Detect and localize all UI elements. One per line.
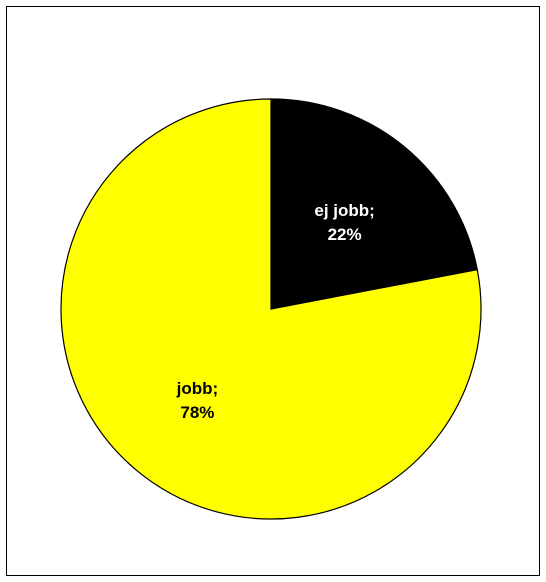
slice-label-jobb: jobb; 78% bbox=[176, 379, 219, 422]
slice-label-percent: 78% bbox=[180, 403, 214, 422]
pie-slice-ej-jobb bbox=[270, 98, 478, 310]
slice-label-name: jobb; bbox=[176, 379, 219, 398]
labels-layer: ej jobb; 22% jobb; 78% bbox=[176, 201, 375, 422]
slices-layer bbox=[60, 98, 482, 520]
slice-label-name: ej jobb; bbox=[314, 201, 374, 220]
slice-label-ej-jobb: ej jobb; 22% bbox=[314, 201, 374, 244]
pie-slice-jobb bbox=[60, 98, 482, 520]
slice-label-percent: 22% bbox=[328, 225, 362, 244]
